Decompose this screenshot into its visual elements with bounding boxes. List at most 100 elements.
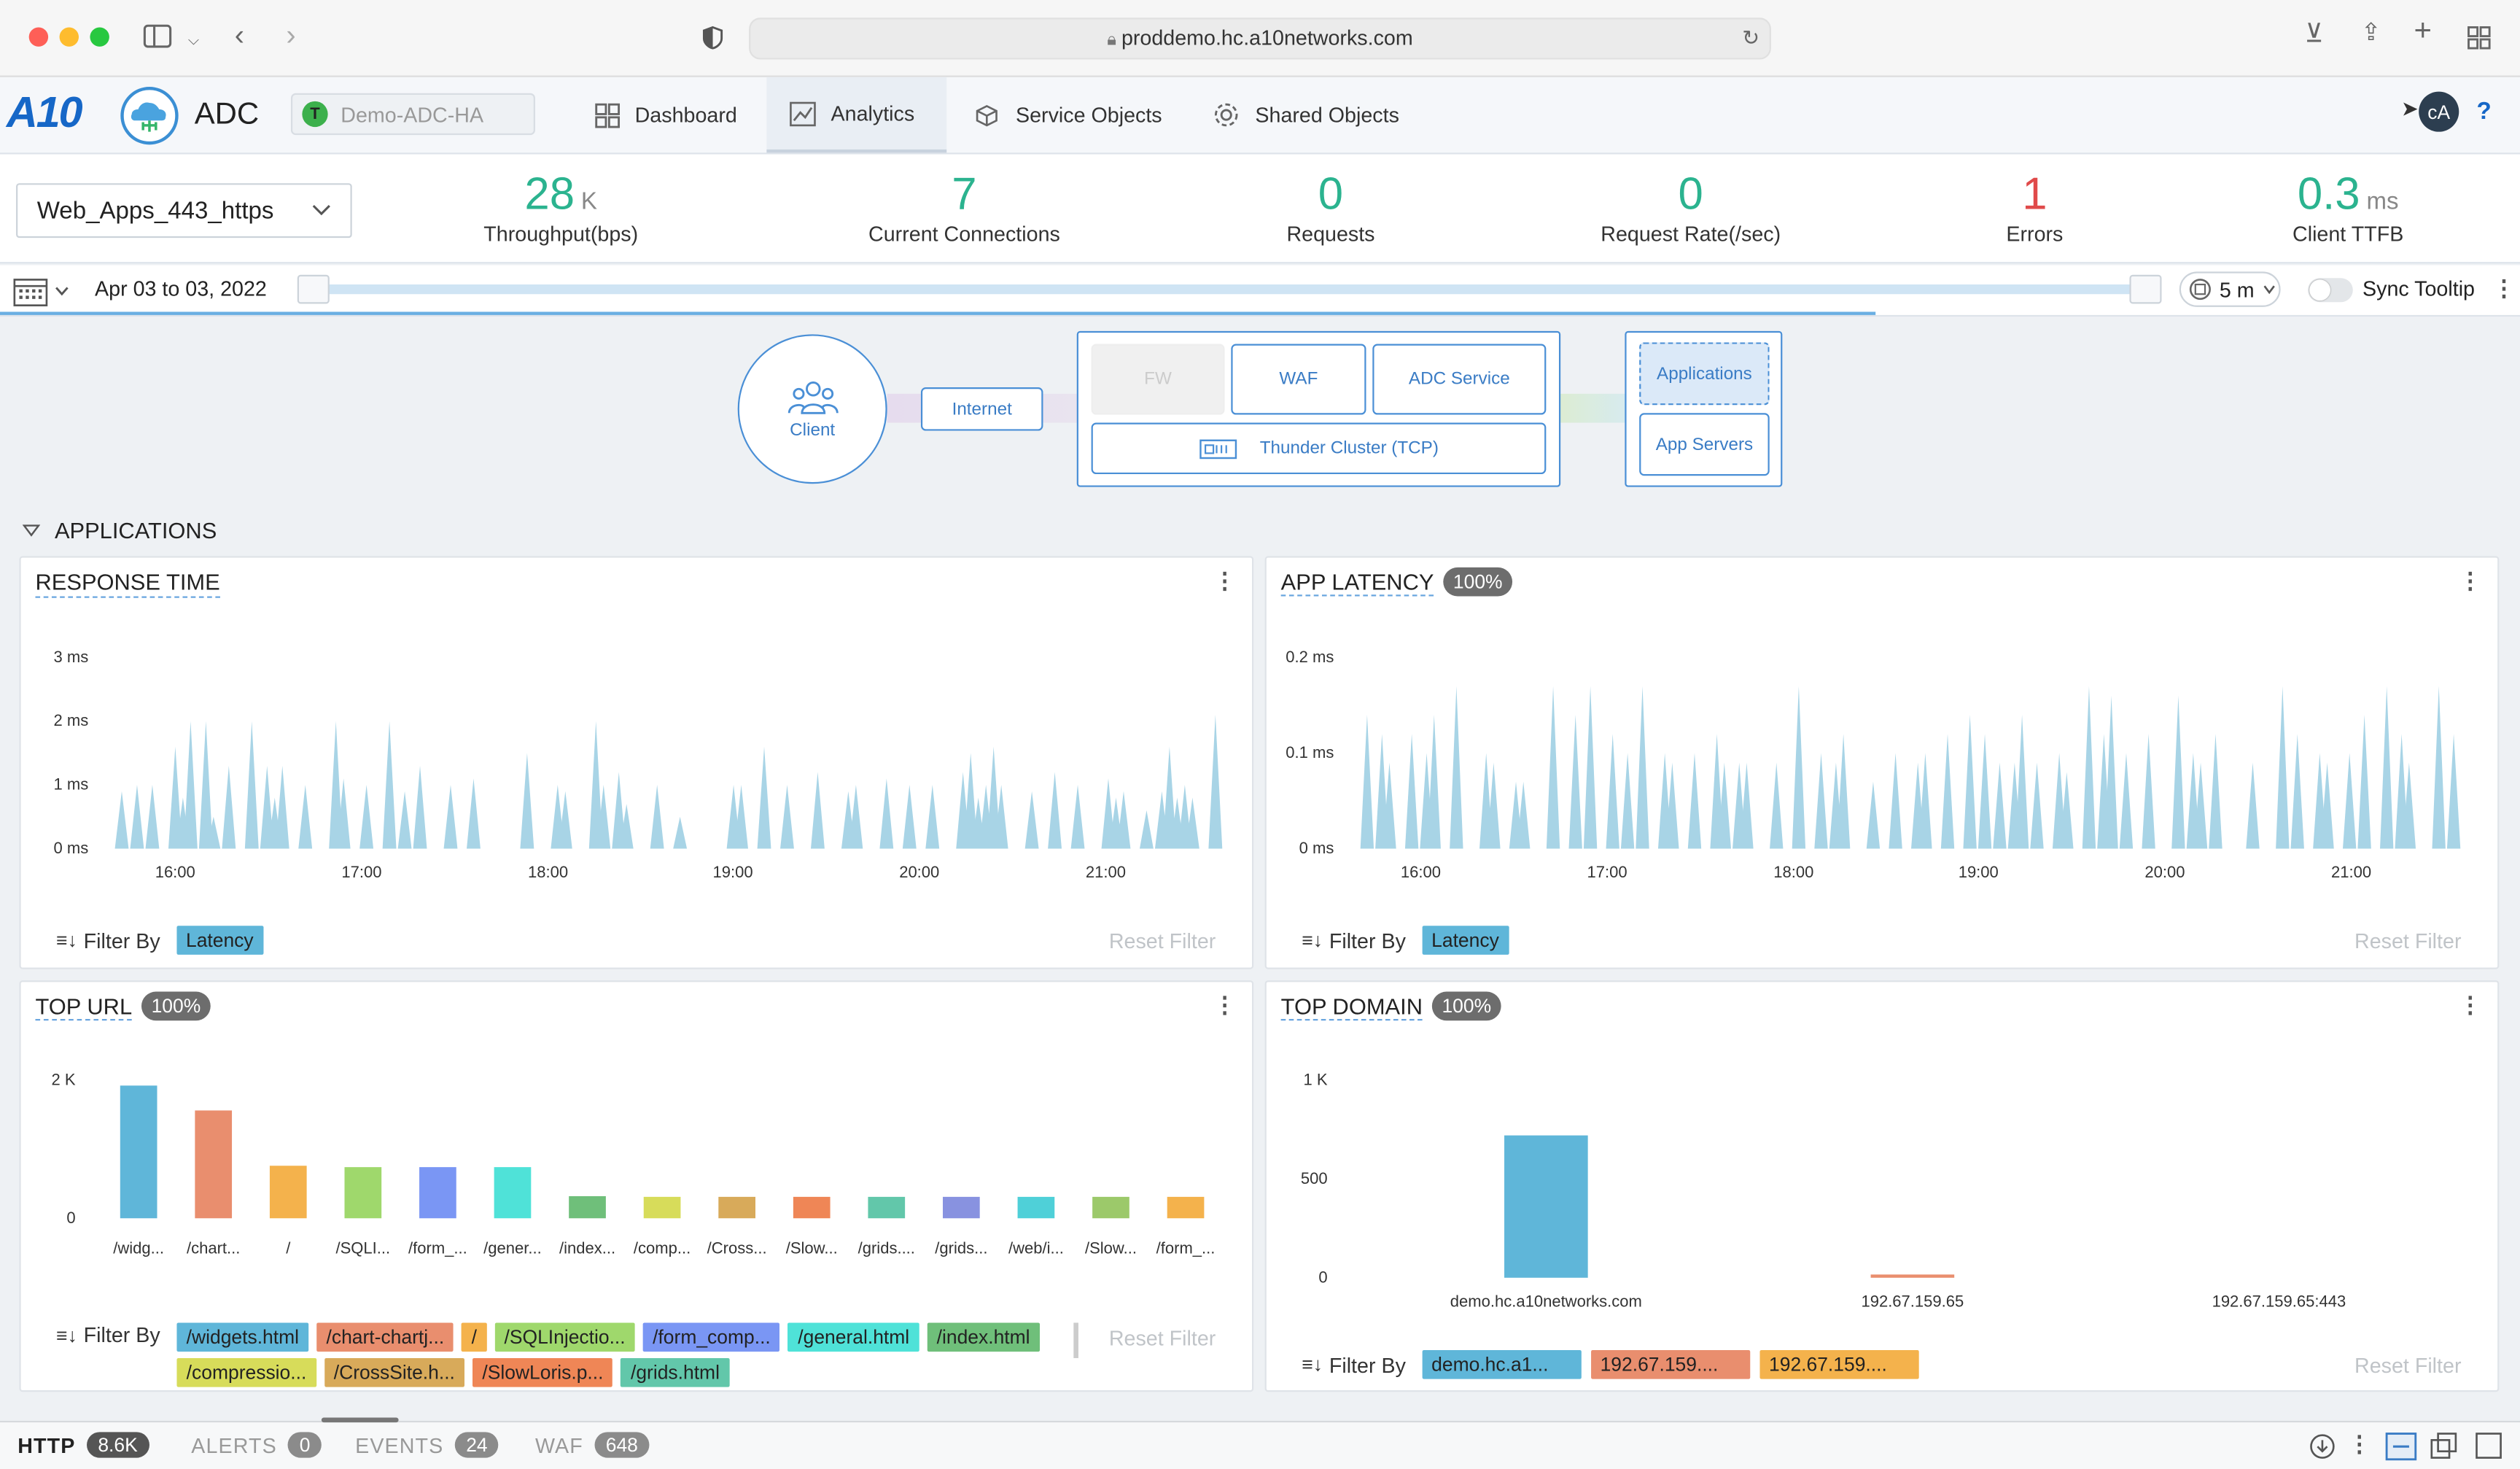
y-tick-label: 0.2 ms [1286,648,1334,666]
panel-title[interactable]: TOP DOMAIN [1280,993,1423,1021]
nav-label: Service Objects [1015,103,1162,128]
panel-title[interactable]: TOP URL [35,993,133,1021]
filter-chip[interactable]: /chart-chartj... [316,1322,454,1352]
reset-filter-button[interactable]: Reset Filter [2354,929,2462,953]
shield-icon[interactable] [702,26,723,50]
x-tick-label: 20:00 [2144,863,2185,881]
sync-tooltip-toggle[interactable] [2308,278,2353,303]
area-point [1427,714,1441,849]
bar [1870,1274,1955,1278]
topology-internet[interactable]: Internet [920,387,1043,431]
filter-label: Filter By [1329,1352,1406,1377]
panel-menu-icon[interactable]: ⋮ [1213,567,1236,594]
topology-thunder-cluster[interactable]: Thunder Cluster (TCP) [1091,422,1547,475]
a10-logo[interactable]: A10 [6,88,83,137]
device-selector[interactable]: T Demo-ADC-HA [290,93,535,136]
topology-adc-service[interactable]: ADC Service [1372,344,1547,415]
top-url-chart: 0 2 K/widg... /chart... / /SQLI... /form_... /… [52,1070,1216,1257]
filter-chip[interactable]: 192.67.159.... [1759,1349,1919,1379]
panel-title[interactable]: APP LATENCY [1280,569,1434,597]
panel-menu-icon[interactable]: ⋮ [2459,567,2482,594]
back-icon[interactable]: ‹ [234,19,245,52]
chevron-down-icon[interactable]: ⌵ [187,32,199,49]
area-point [1636,686,1649,849]
filter-chip[interactable]: /widgets.html [176,1322,309,1352]
area-point [1162,746,1177,849]
export-icon[interactable] [2309,1434,2335,1460]
filter-chip[interactable]: /general.html [788,1322,919,1352]
panel-menu-icon[interactable]: ⋮ [1213,991,1236,1018]
user-avatar[interactable]: cA [2419,91,2459,132]
reset-filter-button[interactable]: Reset Filter [1108,1325,1216,1350]
chips-scrollbar[interactable] [1073,1322,1078,1358]
reset-filter-button[interactable]: Reset Filter [2354,1353,2462,1378]
filter-chip[interactable]: /SlowLoris.p... [472,1357,613,1387]
nav-tab-dashboard[interactable]: Dashboard [572,77,760,153]
sidebar-toggle-icon[interactable] [143,24,172,48]
nav-tab-shared-objects[interactable]: Shared Objects [1189,77,1422,153]
panel-menu-icon[interactable]: ⋮ [2459,991,2482,1018]
bottom-tab-http[interactable]: HTTP 8.6K [18,1432,149,1458]
area-point [2030,762,2044,849]
filter-chip[interactable]: /CrossSite.h... [324,1357,465,1387]
topology-applications[interactable]: Applications [1639,342,1770,406]
minimize-panel-icon[interactable] [2385,1432,2417,1461]
area-point [114,791,129,849]
topology-app-servers[interactable]: App Servers [1639,413,1770,476]
panel-title[interactable]: RESPONSE TIME [35,567,220,598]
slider-right-handle[interactable] [2129,274,2162,304]
applications-section-header[interactable]: APPLICATIONS [22,518,217,543]
zoom-window-button[interactable] [90,27,109,47]
reload-icon[interactable]: ↻ [1742,26,1760,50]
slider-left-handle[interactable] [297,274,330,304]
time-range-slider[interactable] [297,274,2162,304]
filter-chip[interactable]: / [462,1322,487,1352]
mouse-cursor-icon: ➤ [2400,96,2419,121]
filter-chip[interactable]: /form_comp... [642,1322,781,1352]
new-tab-icon[interactable]: + [2414,14,2432,49]
bottom-tab-events[interactable]: EVENTS 24 [355,1432,499,1458]
area-point [1487,762,1501,849]
filter-chip[interactable]: 192.67.159.... [1590,1349,1750,1379]
more-options-icon[interactable]: ⋮ [2348,1430,2371,1457]
filter-chip[interactable]: /SQLInjectio... [494,1322,635,1352]
close-window-button[interactable] [28,27,49,47]
restore-panel-icon[interactable] [2430,1432,2459,1461]
x-tick-label: 192.67.159.65:443 [2212,1292,2346,1310]
more-options-icon[interactable]: ⋮ [2492,274,2516,301]
bottom-tab-waf[interactable]: WAF 648 [535,1432,650,1458]
area-point [1360,714,1374,849]
topology-waf[interactable]: WAF [1231,344,1366,415]
help-button[interactable]: ? [2476,98,2492,125]
filter-chip[interactable]: Latency [176,926,263,955]
topology-fw[interactable]: FW [1091,344,1225,415]
filter-chip[interactable]: Latency [1421,926,1509,955]
area-point [2193,762,2208,849]
reset-filter-button[interactable]: Reset Filter [1108,929,1216,953]
share-icon[interactable]: ⇪ [2360,19,2381,47]
filter-chip[interactable]: /index.html [927,1322,1040,1352]
maximize-panel-icon[interactable] [2475,1432,2502,1459]
gear-cloud-icon [1214,103,1238,127]
tab-overview-icon[interactable] [2467,26,2491,50]
nav-tab-service-objects[interactable]: Service Objects [950,77,1185,153]
address-bar[interactable]: 🔒︎ proddemo.hc.a10networks.com [749,18,1771,60]
interval-selector[interactable]: 5 m [2179,271,2281,307]
top-domain-chart: 0 500 1 K demo.hc.a10networks.com 192.67.159… [1301,1070,2346,1310]
topology-client[interactable]: Client [737,334,887,484]
filter-chip[interactable]: /grids.html [621,1357,730,1387]
minimize-window-button[interactable] [59,27,79,47]
date-picker-button[interactable] [13,274,77,309]
kpi-value: 0 [1318,168,1344,219]
nav-tab-analytics[interactable]: Analytics [766,77,947,153]
filter-chip[interactable]: /compressio... [176,1357,316,1387]
service-selector[interactable]: Web_Apps_443_https [16,183,352,239]
forward-icon[interactable]: › [286,19,296,52]
area-point [596,785,611,849]
bottom-tab-alerts[interactable]: ALERTS 0 [191,1432,322,1458]
filter-icon: ≡↓ [1302,1353,1323,1376]
filter-chip[interactable]: demo.hc.a1... [1421,1349,1582,1379]
x-tick-label: 18:00 [1773,863,1813,881]
area-point [987,746,1001,849]
download-icon[interactable]: ⊻ [2304,20,2324,49]
